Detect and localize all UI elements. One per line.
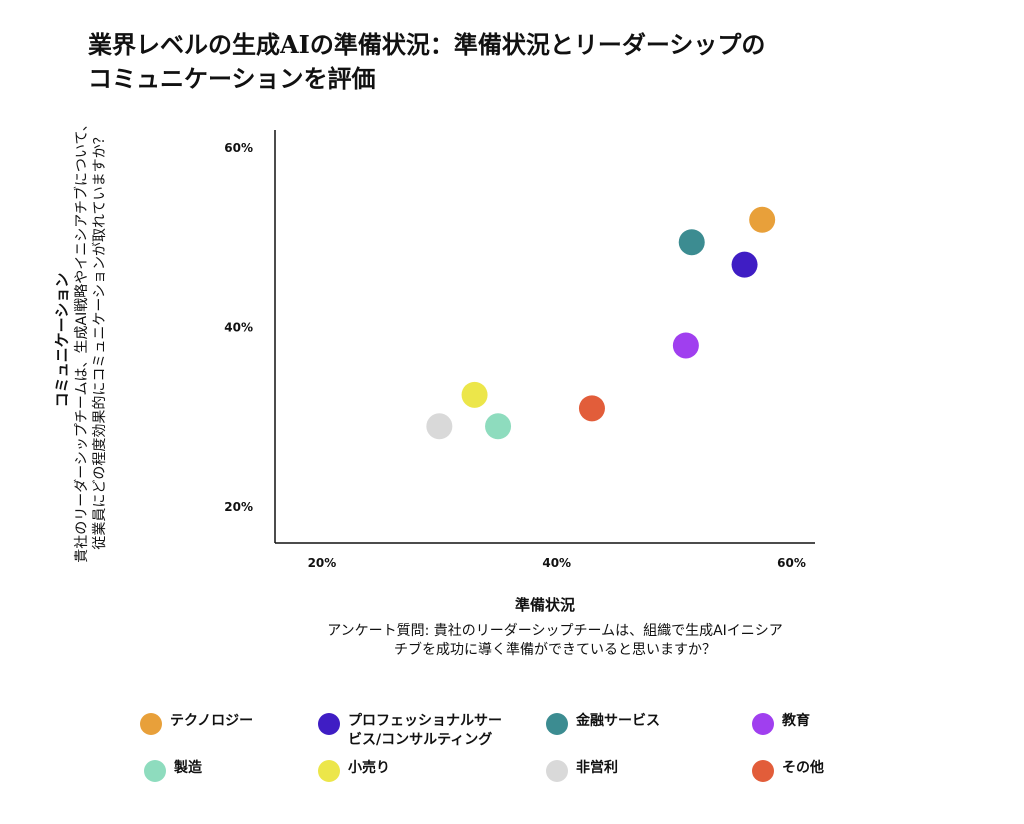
legend-item-nonprofit[interactable]: 非営利: [546, 759, 618, 782]
legend-swatch-retail: [318, 760, 340, 782]
chart-title: 業界レベルの生成AIの準備状況：準備状況とリーダーシップの コミュニケーションを…: [88, 28, 848, 96]
y-tick-label-40: 40%: [224, 321, 253, 335]
data-point-retail[interactable]: [461, 381, 488, 408]
legend-item-manufacturing[interactable]: 製造: [144, 759, 202, 782]
y-axis-title: コミュニケーション: [53, 272, 71, 408]
legend-swatch-manufacturing: [144, 760, 166, 782]
data-point-nonprofit[interactable]: [426, 413, 453, 440]
legend-label-professional-services-line1: プロフェッショナルサー: [348, 713, 502, 729]
legend-label-education: 教育: [782, 713, 810, 729]
legend-item-professional-services[interactable]: プロフェッショナルサー ビス/コンサルティング: [318, 712, 502, 750]
x-tick-label-60: 60%: [777, 556, 806, 570]
legend-item-other[interactable]: その他: [752, 759, 824, 782]
y-axis-description-line2: 従業員にどの程度効果的にコミュニケーションが取れていますか？: [92, 130, 108, 550]
x-axis-description: アンケート質問: 貴社のリーダーシップチームは、組織で生成AIイニシア チブを成…: [327, 622, 783, 660]
legend-swatch-education: [752, 713, 774, 735]
data-point-other[interactable]: [578, 395, 605, 422]
y-axis-description-line1: 貴社のリーダーシップチームは、生成AI戦略やイニシアチブについて、: [74, 117, 90, 563]
legend-label-retail: 小売り: [348, 760, 390, 776]
legend-swatch-professional-services: [318, 713, 340, 735]
legend-label-nonprofit: 非営利: [576, 760, 618, 776]
legend-label-technology: テクノロジー: [170, 713, 254, 729]
legend-item-financial-services[interactable]: 金融サービス: [546, 712, 660, 735]
legend-swatch-technology: [140, 713, 162, 735]
legend-label-professional-services-line2: ビス/コンサルティング: [348, 732, 493, 748]
legend-label-manufacturing: 製造: [174, 760, 202, 776]
chart-title-line2: コミュニケーションを評価: [88, 64, 376, 93]
legend-swatch-nonprofit: [546, 760, 568, 782]
data-point-manufacturing[interactable]: [485, 413, 512, 440]
chart-title-line1: 業界レベルの生成AIの準備状況：準備状況とリーダーシップの: [88, 30, 766, 59]
x-axis-title: 準備状況: [514, 596, 576, 614]
x-tick-label-20: 20%: [308, 556, 337, 570]
legend-item-education[interactable]: 教育: [752, 712, 810, 735]
x-axis-description-line2: チブを成功に導く準備ができていると思いますか？: [394, 642, 716, 658]
legend-swatch-financial-services: [546, 713, 568, 735]
legend-label-financial-services: 金融サービス: [576, 713, 660, 729]
x-tick-label-40: 40%: [542, 556, 571, 570]
data-point-professional-services[interactable]: [731, 251, 758, 278]
x-axis-description-line1: アンケート質問: 貴社のリーダーシップチームは、組織で生成AIイニシア: [327, 623, 783, 639]
data-point-financial-services[interactable]: [678, 229, 705, 256]
legend: テクノロジー プロフェッショナルサー ビス/コンサルティング 金融サービス 教育…: [140, 712, 860, 812]
legend-item-retail[interactable]: 小売り: [318, 759, 390, 782]
y-tick-label-20: 20%: [224, 500, 253, 514]
legend-label-other: その他: [782, 760, 824, 776]
y-tick-label-60: 60%: [224, 141, 253, 155]
legend-swatch-other: [752, 760, 774, 782]
data-point-education[interactable]: [672, 332, 699, 359]
data-point-technology[interactable]: [749, 206, 776, 233]
legend-item-technology[interactable]: テクノロジー: [140, 712, 253, 735]
